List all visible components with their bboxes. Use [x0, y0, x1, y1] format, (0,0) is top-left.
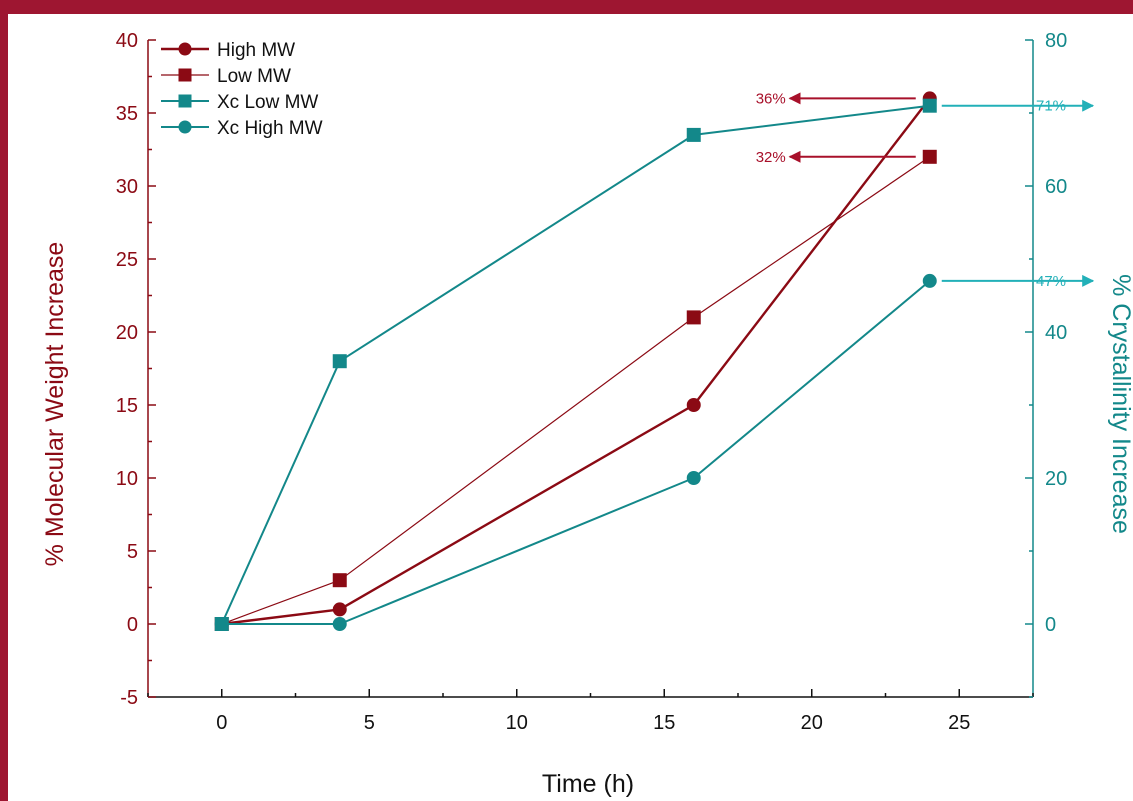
x-axis-title: Time (h)	[542, 770, 634, 798]
y-left-tick-label: 10	[116, 468, 138, 490]
data-point	[922, 273, 937, 288]
y-left-tick-label: 40	[116, 30, 138, 52]
y-right-tick-label: 40	[1045, 322, 1067, 344]
x-tick-label: 0	[216, 712, 227, 734]
legend-marker	[178, 120, 192, 134]
legend-label: Xc Low MW	[217, 92, 318, 113]
x-tick-label: 15	[653, 712, 675, 734]
x-tick-label: 5	[364, 712, 375, 734]
legend-item: Low MW	[161, 66, 291, 87]
series-layer	[214, 91, 937, 631]
annotations: 36% 32% 71% 47%	[756, 90, 1095, 290]
x-tick-label: 25	[948, 712, 970, 734]
y-left-tick-label: 30	[116, 176, 138, 198]
legend: High MW Low MW Xc Low MW Xc High MW	[161, 40, 323, 139]
data-point	[686, 471, 701, 485]
y-right-tick-label: 0	[1045, 614, 1056, 636]
series-line	[221, 156, 931, 625]
x-tick-label: 20	[801, 712, 823, 734]
data-point	[922, 149, 937, 164]
data-point	[332, 617, 347, 631]
axes: 0 5 10 15 20 25 -5 0 5 10 15 20 25 30 35 40 0 20 40 60 80	[116, 30, 1068, 734]
series-low-mw	[214, 149, 937, 631]
series-xc-low-mw	[214, 98, 937, 631]
y-left-tick-label: 15	[116, 395, 138, 417]
y-left-tick-label: 20	[116, 322, 138, 344]
y-left-tick-label: -5	[120, 687, 138, 709]
y-right-axis-title: % Crystallinity Increase	[1107, 274, 1133, 534]
annotation-label: 32%	[756, 149, 786, 166]
legend-marker	[178, 42, 192, 56]
data-point	[922, 98, 937, 113]
y-right-tick-label: 60	[1045, 176, 1067, 198]
data-point	[686, 127, 701, 142]
y-left-tick-label: 5	[127, 541, 138, 563]
legend-item: Xc Low MW	[161, 92, 318, 113]
annotation-label: 71%	[1036, 98, 1066, 115]
annotation-label: 47%	[1036, 273, 1066, 290]
legend-item: High MW	[161, 40, 295, 61]
legend-item: Xc High MW	[161, 118, 323, 139]
y-left-tick-label: 35	[116, 103, 138, 125]
data-point	[214, 617, 229, 631]
series-high-mw	[214, 91, 937, 631]
data-point	[686, 310, 701, 325]
legend-marker	[178, 94, 192, 108]
annotation-label: 36%	[756, 90, 786, 107]
series-line	[221, 280, 931, 625]
y-left-tick-label: 0	[127, 614, 138, 636]
x-tick-label: 10	[506, 712, 528, 734]
y-left-axis-title: % Molecular Weight Increase	[41, 242, 69, 567]
data-point	[332, 573, 347, 588]
y-right-tick-label: 80	[1045, 30, 1067, 52]
y-left-tick-label: 25	[116, 249, 138, 271]
legend-label: Low MW	[217, 66, 291, 87]
data-point	[332, 354, 347, 369]
chart-container: 0 5 10 15 20 25 -5 0 5 10 15 20 25 30 35 40 0 20 40 60 80 36…	[8, 14, 1133, 801]
dual-axis-line-chart: 0 5 10 15 20 25 -5 0 5 10 15 20 25 30 35 40 0 20 40 60 80 36…	[41, 30, 1133, 798]
data-point	[332, 602, 347, 617]
series-line	[221, 97, 931, 626]
series-line	[220, 104, 930, 625]
data-point	[686, 398, 701, 412]
y-right-tick-label: 20	[1045, 468, 1067, 490]
legend-label: High MW	[217, 40, 295, 61]
series-xc-high-mw	[214, 273, 937, 631]
legend-marker	[178, 68, 192, 82]
legend-label: Xc High MW	[217, 118, 323, 139]
